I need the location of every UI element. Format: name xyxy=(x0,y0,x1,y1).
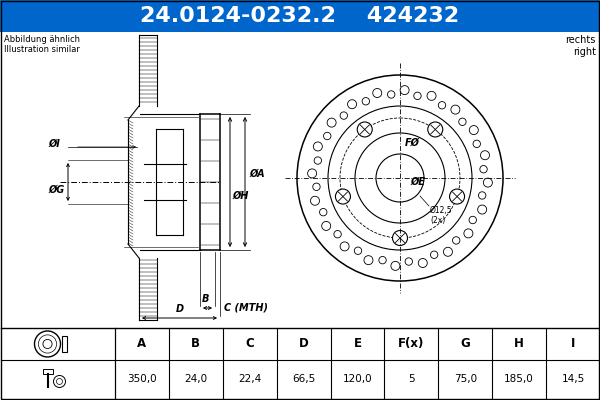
Bar xyxy=(0,0,600,32)
Bar xyxy=(43,370,53,374)
Text: C: C xyxy=(245,338,254,350)
Text: C (MTH): C (MTH) xyxy=(224,303,268,313)
Text: H: H xyxy=(514,338,524,350)
Bar xyxy=(62,336,67,352)
Text: 120,0: 120,0 xyxy=(343,374,373,384)
Text: 185,0: 185,0 xyxy=(504,374,534,384)
Text: 350,0: 350,0 xyxy=(127,374,157,384)
Text: B: B xyxy=(202,294,209,304)
Text: ØE: ØE xyxy=(410,177,425,187)
Text: FØ: FØ xyxy=(405,138,420,148)
Text: 24,0: 24,0 xyxy=(184,374,208,384)
Text: F(x): F(x) xyxy=(398,338,425,350)
Text: 5: 5 xyxy=(408,374,415,384)
Circle shape xyxy=(335,189,350,204)
Text: 14,5: 14,5 xyxy=(562,374,584,384)
Text: D: D xyxy=(299,338,308,350)
Text: ØI: ØI xyxy=(48,139,60,149)
Circle shape xyxy=(357,122,372,137)
Text: ØA: ØA xyxy=(249,169,265,179)
Text: G: G xyxy=(460,338,470,350)
Text: D: D xyxy=(175,304,184,314)
Text: I: I xyxy=(571,338,575,350)
Circle shape xyxy=(392,230,407,246)
Text: ØH: ØH xyxy=(232,191,248,201)
Circle shape xyxy=(449,189,464,204)
Text: 24.0124-0232.2    424232: 24.0124-0232.2 424232 xyxy=(140,6,460,26)
Text: rechts
right: rechts right xyxy=(566,35,596,57)
Text: 66,5: 66,5 xyxy=(292,374,315,384)
Text: A: A xyxy=(137,338,146,350)
Text: E: E xyxy=(353,338,361,350)
Text: 22,4: 22,4 xyxy=(238,374,262,384)
Text: ØG: ØG xyxy=(49,185,65,195)
Text: 75,0: 75,0 xyxy=(454,374,477,384)
Text: B: B xyxy=(191,338,200,350)
Text: Abbildung ähnlich
Illustration similar: Abbildung ähnlich Illustration similar xyxy=(4,35,80,54)
Circle shape xyxy=(428,122,443,137)
Text: Ø12,5
(2x): Ø12,5 (2x) xyxy=(430,206,452,226)
